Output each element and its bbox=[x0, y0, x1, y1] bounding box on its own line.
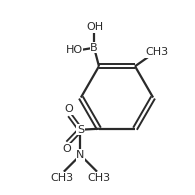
Text: CH3: CH3 bbox=[145, 47, 168, 57]
Text: OH: OH bbox=[87, 22, 104, 32]
Text: N: N bbox=[76, 150, 85, 160]
Text: S: S bbox=[77, 125, 84, 135]
Text: B: B bbox=[90, 43, 98, 53]
Text: CH3: CH3 bbox=[87, 173, 111, 183]
Text: HO: HO bbox=[66, 45, 82, 55]
Text: O: O bbox=[64, 104, 73, 114]
Text: CH3: CH3 bbox=[50, 173, 74, 183]
Text: O: O bbox=[62, 144, 71, 154]
